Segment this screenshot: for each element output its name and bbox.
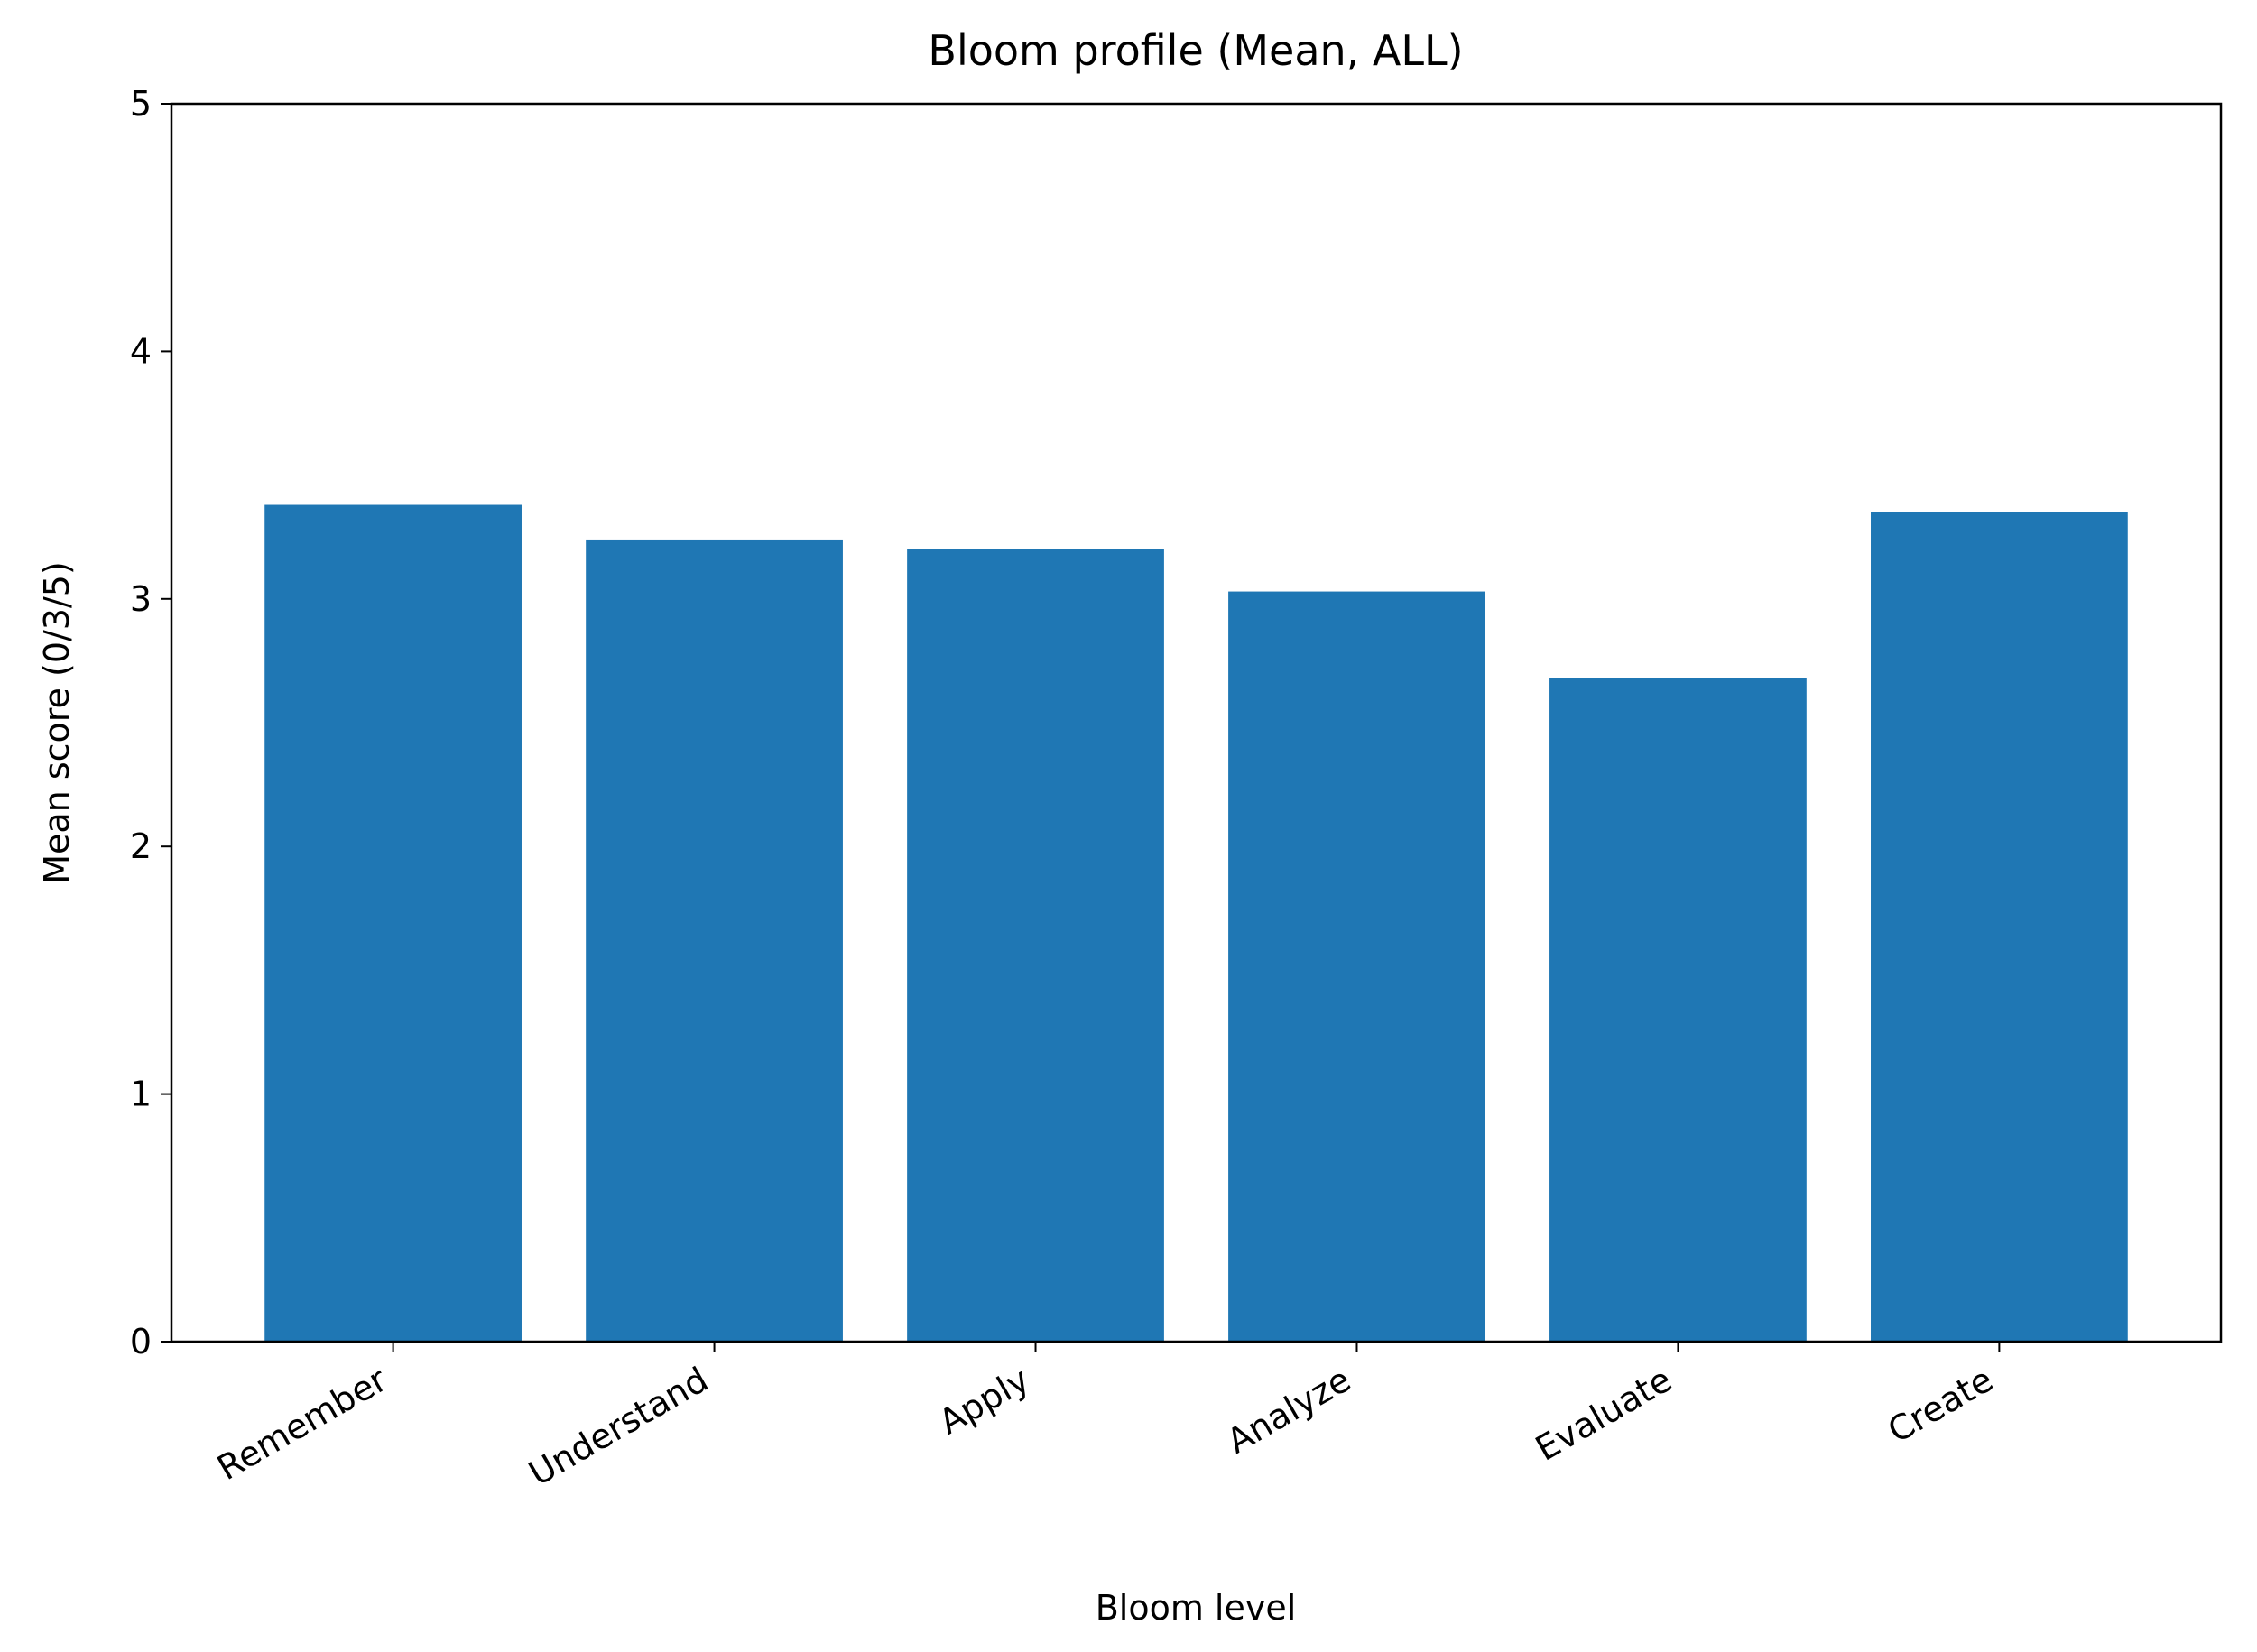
y-axis-label: Mean score (0/3/5) (37, 561, 77, 884)
bar (586, 539, 843, 1342)
bar (1228, 591, 1485, 1342)
y-tick-label: 1 (130, 1075, 152, 1114)
chart-title: Bloom profile (Mean, ALL) (928, 26, 1463, 75)
y-tick-label: 3 (130, 579, 152, 619)
bar (1549, 678, 1807, 1342)
y-tick-label: 5 (130, 84, 152, 124)
y-tick-label: 2 (130, 826, 152, 866)
bar (264, 504, 522, 1342)
bar (907, 549, 1164, 1342)
y-tick-label: 0 (130, 1322, 152, 1361)
bar (1871, 512, 2128, 1342)
y-tick-label: 4 (130, 331, 152, 371)
plot-frame (170, 102, 2223, 1343)
x-axis-label: Bloom level (1096, 1588, 1297, 1628)
